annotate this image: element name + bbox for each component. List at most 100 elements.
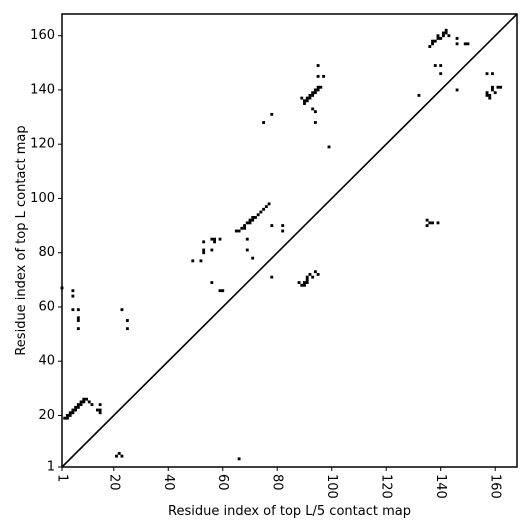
contact-point	[417, 93, 421, 97]
contact-point	[218, 289, 222, 293]
contact-point	[305, 99, 309, 103]
contact-point	[425, 224, 429, 228]
contact-point	[431, 39, 434, 43]
contact-point	[447, 34, 451, 38]
contact-point	[264, 205, 268, 209]
contact-point	[303, 281, 306, 284]
contact-point	[213, 240, 217, 244]
contact-point	[305, 281, 309, 284]
x-tick-label: 20	[106, 474, 121, 491]
contact-point	[251, 256, 255, 260]
contact-point	[270, 112, 274, 116]
y-tick-label: 100	[30, 191, 55, 206]
contact-point	[281, 229, 285, 233]
contact-point	[327, 145, 331, 149]
contact-point	[71, 289, 75, 293]
contact-point	[237, 457, 241, 461]
contact-point	[267, 202, 271, 206]
contact-point	[311, 107, 315, 111]
contact-point	[433, 64, 437, 67]
contact-point	[202, 251, 206, 255]
contact-point	[308, 96, 312, 100]
contact-point	[499, 85, 503, 89]
contact-point	[243, 226, 246, 230]
x-tick-label: 160	[488, 474, 503, 499]
contact-point	[433, 39, 437, 43]
contact-point	[76, 316, 80, 320]
contact-point	[202, 240, 206, 244]
contact-point	[251, 218, 255, 222]
contact-point	[491, 85, 494, 89]
contact-point	[210, 248, 214, 252]
x-tick-label: 40	[161, 474, 176, 491]
contact-point	[308, 272, 312, 276]
contact-point	[313, 91, 317, 95]
contact-points	[60, 28, 503, 461]
x-tick-label: 80	[270, 474, 285, 491]
contact-point	[431, 42, 434, 46]
contact-point	[313, 270, 317, 274]
contact-point	[313, 110, 317, 114]
y-tick-label: 120	[30, 137, 55, 152]
contact-point	[439, 64, 443, 67]
contact-point	[311, 91, 315, 95]
contact-point	[455, 42, 459, 46]
contact-point	[74, 408, 78, 412]
contact-point	[98, 403, 102, 407]
contact-point	[85, 397, 88, 401]
contact-point	[76, 405, 80, 409]
contact-point	[240, 226, 244, 230]
contact-point	[71, 411, 75, 415]
contact-point	[466, 42, 470, 46]
contact-point	[270, 275, 274, 279]
contact-point	[270, 224, 274, 228]
x-tick-label: 120	[379, 474, 394, 499]
contact-point	[115, 454, 118, 458]
contact-point	[316, 74, 320, 78]
x-axis-title: Residue index of top L/5 contact map	[168, 504, 411, 519]
y-tick-label: 20	[38, 408, 55, 423]
contact-point	[82, 400, 86, 404]
contact-point	[259, 210, 263, 214]
contact-point	[425, 218, 429, 222]
contact-point	[82, 397, 86, 401]
y-tick-label: 140	[30, 82, 55, 97]
contact-point	[488, 93, 492, 97]
contact-point	[436, 34, 440, 38]
contact-point	[496, 85, 500, 89]
contact-point	[488, 96, 492, 100]
contact-point	[439, 72, 443, 76]
contact-point	[221, 289, 225, 293]
contact-point	[491, 88, 494, 92]
contact-point	[436, 36, 440, 40]
contact-point	[256, 213, 260, 217]
contact-point	[71, 294, 75, 298]
contact-point	[90, 403, 94, 407]
contact-point	[76, 319, 80, 322]
contact-point	[218, 237, 222, 241]
contact-point	[436, 221, 440, 225]
contact-point	[74, 405, 78, 409]
contact-point	[463, 42, 467, 46]
y-tick-label: 80	[38, 245, 55, 260]
contact-point	[300, 96, 304, 100]
contact-point	[243, 224, 246, 228]
contact-point	[66, 416, 69, 420]
contact-point	[305, 96, 309, 100]
contact-point	[98, 408, 102, 412]
plot-frame	[61, 13, 518, 468]
contact-point	[311, 275, 315, 279]
contact-point	[79, 400, 83, 404]
contact-point	[76, 327, 80, 331]
contact-point	[213, 237, 217, 241]
x-tick-label: 1	[55, 474, 70, 482]
contact-point	[493, 91, 497, 95]
contact-point	[191, 259, 195, 263]
contact-point	[439, 36, 443, 40]
contact-point	[313, 88, 317, 92]
contact-point	[262, 207, 266, 211]
contact-point	[316, 88, 320, 92]
contact-point	[76, 403, 80, 407]
y-tick-label: 160	[30, 28, 55, 43]
